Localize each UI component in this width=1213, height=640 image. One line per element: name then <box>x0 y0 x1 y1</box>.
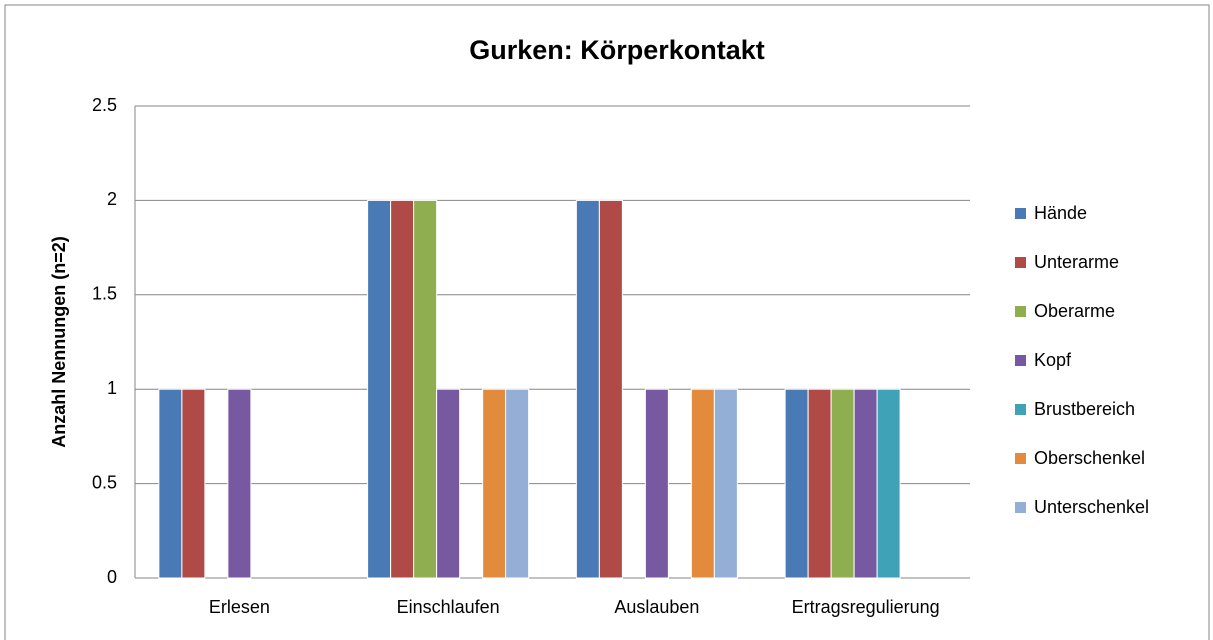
x-tick-label: Erlesen <box>209 597 270 617</box>
bar <box>413 199 438 579</box>
x-tick-label: Auslauben <box>614 597 699 617</box>
legend-swatch <box>1015 404 1026 415</box>
bar <box>367 199 392 579</box>
bar <box>853 388 878 579</box>
bar <box>713 388 738 579</box>
y-tick-label: 0 <box>107 567 117 587</box>
chart-title: Gurken: Körperkontakt <box>469 35 765 65</box>
bar <box>181 388 206 579</box>
legend-swatch <box>1015 208 1026 219</box>
legend-label: Oberarme <box>1034 301 1115 321</box>
bar <box>644 388 669 579</box>
legend-swatch <box>1015 257 1026 268</box>
legend-swatch <box>1015 306 1026 317</box>
y-axis-title: Anzahl Nennungen (n=2) <box>49 236 69 448</box>
x-tick-label: Ertragsregulierung <box>792 597 940 617</box>
legend-label: Unterschenkel <box>1034 497 1149 517</box>
bar <box>158 388 183 579</box>
y-tick-label: 0.5 <box>92 472 117 492</box>
bar <box>390 199 415 579</box>
bar <box>876 388 901 579</box>
legend-swatch <box>1015 502 1026 513</box>
bar <box>807 388 832 579</box>
legend-label: Kopf <box>1034 350 1072 370</box>
bar <box>830 388 855 579</box>
bar <box>598 199 623 579</box>
bar <box>690 388 715 579</box>
y-tick-label: 2 <box>107 189 117 209</box>
bar <box>575 199 600 579</box>
bar <box>227 388 252 579</box>
x-tick-label: Einschlaufen <box>397 597 500 617</box>
legend-swatch <box>1015 453 1026 464</box>
legend-label: Oberschenkel <box>1034 448 1145 468</box>
legend-label: Brustbereich <box>1034 399 1135 419</box>
legend-swatch <box>1015 355 1026 366</box>
y-tick-label: 1.5 <box>92 284 117 304</box>
bar <box>436 388 461 579</box>
y-tick-label: 1 <box>107 378 117 398</box>
bar <box>784 388 809 579</box>
bar <box>505 388 530 579</box>
bar <box>482 388 507 579</box>
legend-label: Unterarme <box>1034 252 1119 272</box>
legend-label: Hände <box>1034 203 1087 223</box>
y-tick-label: 2.5 <box>92 95 117 115</box>
